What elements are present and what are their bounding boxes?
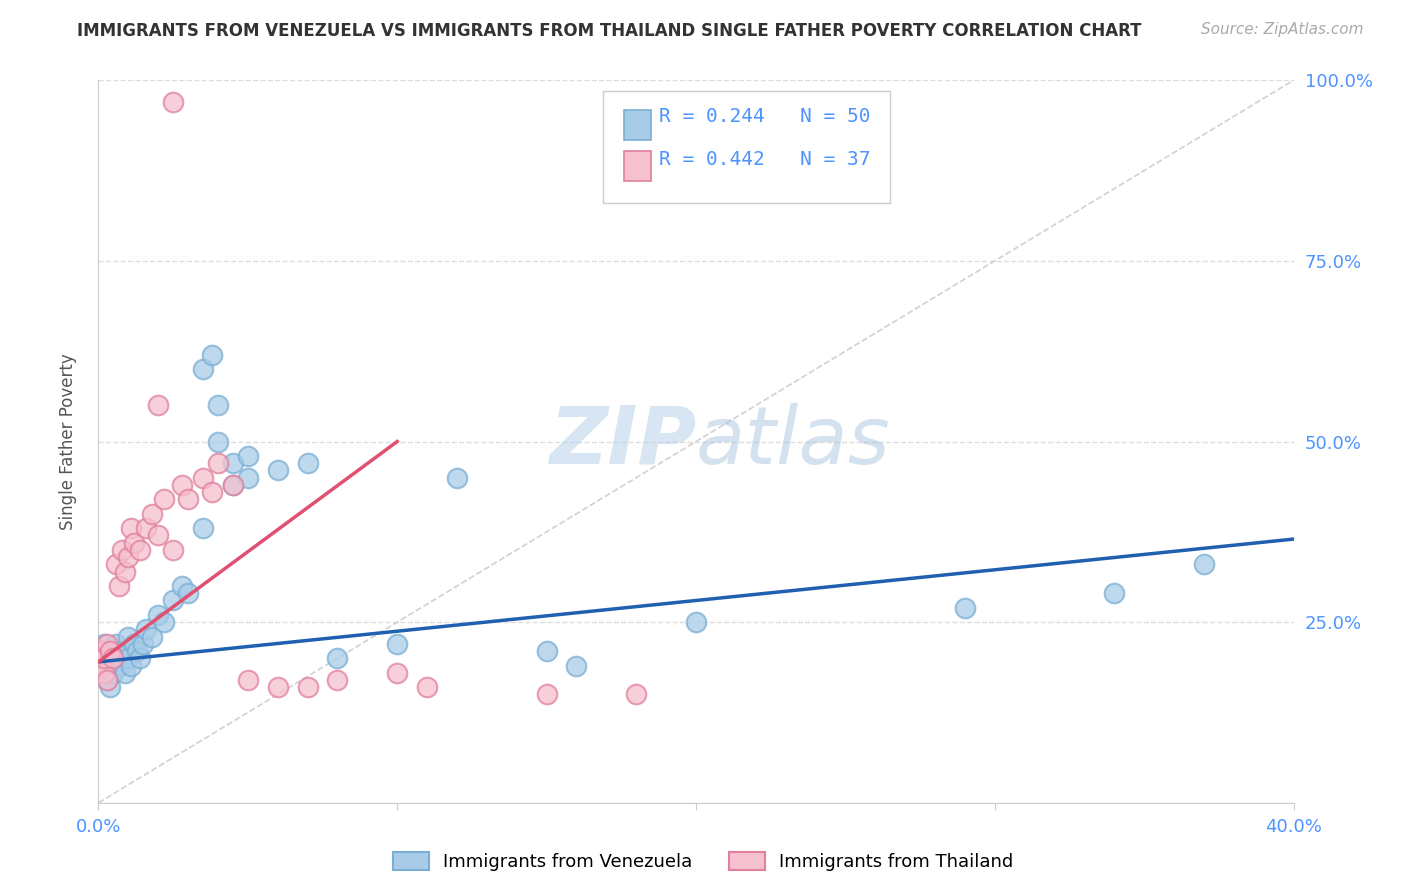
Text: IMMIGRANTS FROM VENEZUELA VS IMMIGRANTS FROM THAILAND SINGLE FATHER POVERTY CORR: IMMIGRANTS FROM VENEZUELA VS IMMIGRANTS … bbox=[77, 22, 1142, 40]
Point bbox=[111, 644, 134, 658]
Point bbox=[129, 542, 152, 557]
Point bbox=[141, 507, 163, 521]
Point bbox=[117, 630, 139, 644]
Point bbox=[96, 637, 118, 651]
Point bbox=[96, 673, 118, 687]
Point bbox=[207, 456, 229, 470]
Point bbox=[222, 478, 245, 492]
Point bbox=[103, 644, 125, 658]
Point bbox=[124, 637, 146, 651]
Point bbox=[127, 644, 149, 658]
Point bbox=[135, 521, 157, 535]
Point bbox=[90, 644, 112, 658]
Point bbox=[685, 615, 707, 630]
Point bbox=[93, 651, 115, 665]
Point bbox=[148, 528, 170, 542]
Point bbox=[446, 470, 468, 484]
FancyBboxPatch shape bbox=[624, 110, 651, 140]
Legend: Immigrants from Venezuela, Immigrants from Thailand: Immigrants from Venezuela, Immigrants fr… bbox=[385, 845, 1021, 879]
Point bbox=[103, 665, 125, 680]
FancyBboxPatch shape bbox=[624, 151, 651, 181]
Point bbox=[536, 644, 558, 658]
Point bbox=[90, 658, 112, 673]
Point bbox=[98, 651, 122, 665]
Point bbox=[96, 658, 118, 673]
Point bbox=[222, 478, 245, 492]
Point bbox=[108, 658, 131, 673]
Y-axis label: Single Father Poverty: Single Father Poverty bbox=[59, 353, 77, 530]
Point bbox=[162, 593, 184, 607]
Point bbox=[141, 630, 163, 644]
Point bbox=[297, 456, 319, 470]
Point bbox=[93, 665, 115, 680]
Point bbox=[416, 680, 439, 694]
Point bbox=[326, 651, 349, 665]
Point bbox=[191, 470, 214, 484]
Point bbox=[162, 542, 184, 557]
Point bbox=[117, 651, 139, 665]
Point bbox=[105, 651, 128, 665]
Point bbox=[111, 542, 134, 557]
FancyBboxPatch shape bbox=[603, 91, 890, 203]
Point bbox=[207, 398, 229, 412]
Point bbox=[148, 607, 170, 622]
Point bbox=[297, 680, 319, 694]
Point bbox=[267, 463, 290, 477]
Point bbox=[124, 535, 146, 549]
Point bbox=[1104, 586, 1126, 600]
Point bbox=[93, 651, 115, 665]
Point bbox=[222, 456, 245, 470]
Point bbox=[105, 637, 128, 651]
Text: atlas: atlas bbox=[696, 402, 891, 481]
Point bbox=[93, 665, 115, 680]
Point bbox=[191, 362, 214, 376]
Point bbox=[236, 449, 259, 463]
Point bbox=[153, 615, 176, 630]
Point bbox=[236, 673, 259, 687]
Point bbox=[953, 600, 976, 615]
Point bbox=[177, 586, 200, 600]
Point bbox=[120, 658, 142, 673]
Point bbox=[105, 558, 128, 572]
Point bbox=[201, 348, 224, 362]
Point bbox=[201, 485, 224, 500]
Point bbox=[172, 478, 194, 492]
Point bbox=[96, 673, 118, 687]
Point bbox=[120, 521, 142, 535]
Point bbox=[385, 637, 409, 651]
Point bbox=[385, 665, 409, 680]
Point bbox=[162, 95, 184, 109]
Point bbox=[90, 658, 112, 673]
Point bbox=[236, 470, 259, 484]
Point bbox=[626, 687, 648, 701]
Text: ZIP: ZIP bbox=[548, 402, 696, 481]
Point bbox=[172, 579, 194, 593]
Point bbox=[153, 492, 176, 507]
Point bbox=[326, 673, 349, 687]
Point bbox=[98, 680, 122, 694]
Point bbox=[1192, 558, 1215, 572]
Point bbox=[108, 579, 131, 593]
Point bbox=[207, 434, 229, 449]
Point bbox=[135, 623, 157, 637]
Text: R = 0.244   N = 50: R = 0.244 N = 50 bbox=[659, 107, 870, 126]
Point bbox=[129, 651, 152, 665]
Point bbox=[117, 550, 139, 565]
Text: Source: ZipAtlas.com: Source: ZipAtlas.com bbox=[1201, 22, 1364, 37]
Point bbox=[267, 680, 290, 694]
Point bbox=[177, 492, 200, 507]
Point bbox=[90, 644, 112, 658]
Point bbox=[191, 521, 214, 535]
Point bbox=[114, 665, 136, 680]
Point bbox=[98, 644, 122, 658]
Point bbox=[536, 687, 558, 701]
Point bbox=[132, 637, 155, 651]
Point bbox=[565, 658, 588, 673]
Point bbox=[93, 637, 115, 651]
Point bbox=[148, 398, 170, 412]
Text: R = 0.442   N = 37: R = 0.442 N = 37 bbox=[659, 150, 870, 169]
Point bbox=[103, 651, 125, 665]
Point bbox=[114, 565, 136, 579]
